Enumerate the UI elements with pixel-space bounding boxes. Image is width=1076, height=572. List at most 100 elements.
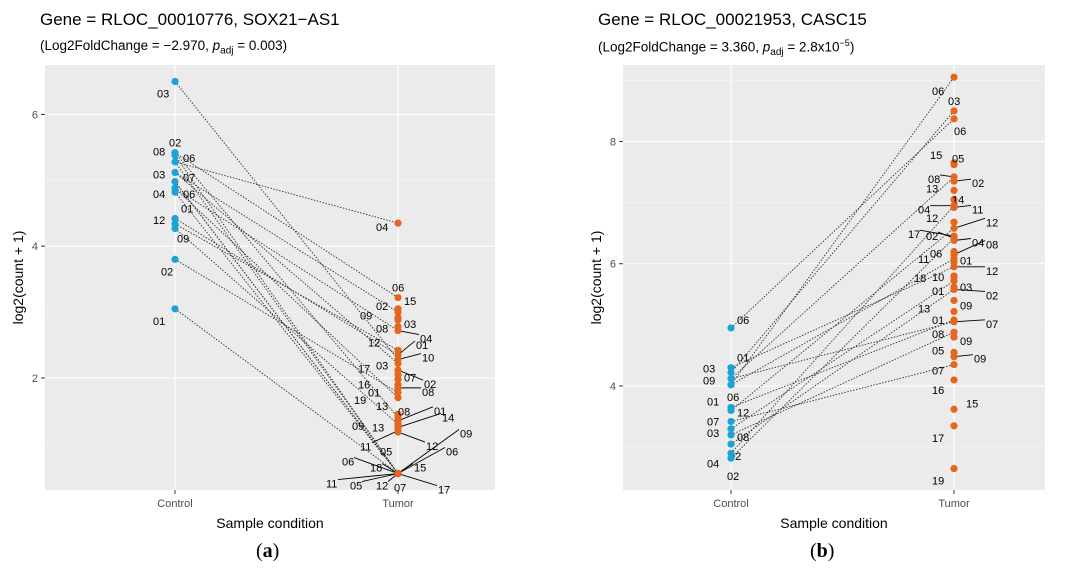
- control-point-label: 01: [707, 396, 719, 408]
- tumor-point: [950, 177, 958, 185]
- control-point-label: 07: [183, 173, 195, 185]
- tumor-point: [950, 107, 958, 115]
- x-tick-label: Tumor: [382, 498, 414, 510]
- tumor-point-label: 08: [986, 240, 998, 252]
- tumor-point-label: 16: [932, 385, 944, 397]
- tumor-point-label: 19: [932, 476, 944, 488]
- control-point: [171, 255, 179, 263]
- control-point: [727, 381, 735, 389]
- pair-line: [174, 152, 399, 418]
- title-prefix: Gene =: [40, 10, 101, 29]
- y-tick-label: 4: [32, 241, 38, 253]
- tumor-point-label: 07: [404, 372, 416, 384]
- tumor-point-label: 15: [404, 296, 416, 308]
- control-point: [727, 454, 735, 462]
- tumor-point: [394, 308, 402, 316]
- tumor-point-label: 09: [360, 310, 372, 322]
- tumor-point: [950, 236, 958, 245]
- label-leader-line: [353, 457, 399, 474]
- tumor-point-label: 02: [986, 290, 998, 302]
- tumor-point-label: 09: [960, 336, 972, 348]
- pair-line: [730, 237, 955, 459]
- control-point: [171, 214, 179, 223]
- pair-line: [174, 187, 399, 331]
- tumor-point: [394, 293, 402, 302]
- pair-line: [174, 161, 399, 224]
- tumor-point: [950, 318, 958, 326]
- tumor-point-label: 10: [422, 353, 434, 365]
- tumor-point-label: 01: [960, 256, 972, 268]
- control-point-label: 01: [181, 204, 193, 216]
- control-point: [727, 417, 735, 426]
- tumor-point: [950, 361, 958, 369]
- tumor-point-label: 17: [358, 364, 370, 376]
- tumor-point-label: 01: [932, 286, 944, 298]
- p-label: p: [762, 39, 771, 55]
- tumor-point-label: 06: [954, 126, 966, 138]
- tumor-point-label: 13: [926, 183, 938, 195]
- control-point-label: 02: [169, 138, 181, 150]
- tumor-point: [950, 161, 958, 169]
- control-point: [171, 305, 179, 313]
- tumor-point-label: 18: [914, 273, 926, 285]
- tumor-point-label: 05: [380, 447, 392, 459]
- tumor-point-label: 10: [932, 272, 944, 284]
- tumor-point-label: 06: [392, 283, 404, 295]
- tumor-point: [950, 203, 958, 212]
- control-point-label: 03: [157, 88, 169, 100]
- tumor-point: [950, 263, 958, 271]
- control-point: [727, 425, 735, 433]
- tumor-point-label: 18: [370, 463, 382, 475]
- control-point: [171, 178, 179, 186]
- x-tick-label: Tumor: [938, 498, 970, 510]
- label-leader-line: [919, 229, 955, 237]
- tumor-point-label: 01: [368, 387, 380, 399]
- panel-label-a: (a): [256, 540, 280, 562]
- tumor-point-label: 15: [930, 150, 942, 162]
- label-leader-line: [371, 430, 399, 444]
- tumor-point-label: 12: [986, 217, 998, 229]
- pair-line: [174, 152, 399, 298]
- tumor-point-label: 11: [918, 254, 929, 266]
- control-point-label: 04: [153, 189, 165, 201]
- tumor-point-label: 09: [960, 300, 972, 312]
- tumor-point: [950, 422, 958, 430]
- tumor-point-label: 01: [416, 340, 428, 352]
- tumor-point-label: 04: [376, 222, 388, 234]
- tumor-point-label: 05: [350, 481, 362, 493]
- control-point-label: 06: [727, 392, 739, 404]
- title-prefix: Gene =: [598, 10, 659, 29]
- y-tick-label: 2: [32, 373, 38, 385]
- control-point: [171, 224, 179, 233]
- x-tick-label: Control: [157, 498, 192, 510]
- tumor-point: [950, 464, 958, 473]
- subtitle-suffix: ): [849, 39, 855, 55]
- tumor-point-label: 12: [426, 441, 438, 453]
- pair-line: [730, 76, 955, 386]
- tumor-point-label: 03: [948, 96, 960, 108]
- label-leader-line: [953, 240, 986, 255]
- x-axis-label: Sample condition: [780, 515, 887, 531]
- tumor-point: [950, 285, 958, 294]
- label-leader-line: [361, 473, 399, 482]
- control-point-label: 03: [153, 169, 165, 181]
- panel-label-b: (b): [810, 540, 835, 562]
- tumor-point-label: 08: [928, 174, 940, 186]
- tumor-point-label: 01: [932, 315, 944, 327]
- pair-line: [730, 331, 955, 436]
- tumor-point: [950, 376, 958, 384]
- tumor-point-label: 12: [926, 213, 938, 225]
- tumor-point-label: 08: [422, 387, 434, 399]
- tumor-point-label: 12: [368, 337, 380, 349]
- control-point: [171, 151, 179, 159]
- tumor-point-label: 08: [398, 407, 410, 419]
- tumor-point: [394, 359, 402, 368]
- tumor-point: [394, 375, 402, 383]
- tumor-point-label: 06: [342, 457, 354, 469]
- tumor-point-label: 12: [376, 481, 388, 493]
- label-leader-line: [397, 447, 446, 474]
- tumor-point: [394, 388, 402, 397]
- tumor-point-label: 13: [918, 303, 930, 315]
- control-point: [171, 168, 179, 177]
- label-leader-line: [397, 340, 416, 356]
